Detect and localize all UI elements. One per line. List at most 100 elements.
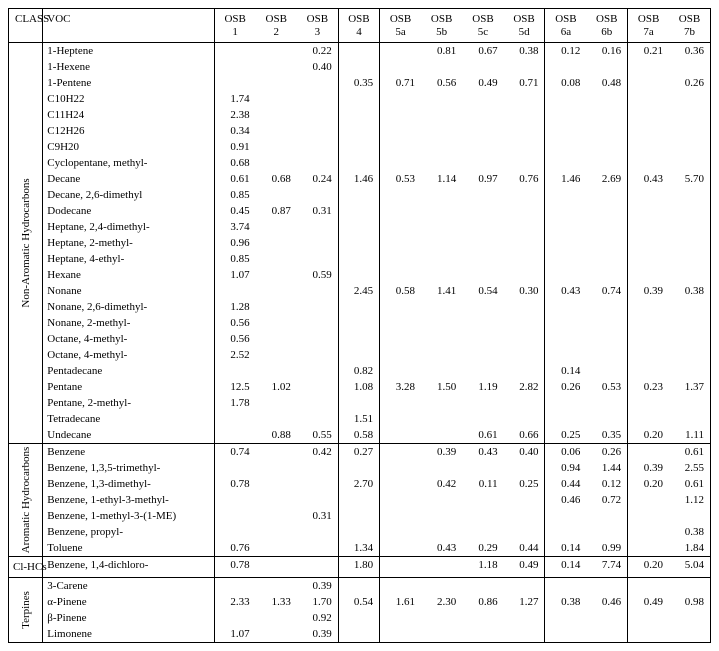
value-cell [380, 59, 421, 75]
value-cell [256, 251, 297, 267]
value-cell: 1.46 [545, 171, 586, 187]
value-cell: 2.52 [214, 347, 255, 363]
value-cell [545, 411, 586, 427]
value-cell [338, 331, 379, 347]
class-label: Terpines [20, 591, 32, 629]
value-cell [380, 508, 421, 524]
value-cell [297, 155, 338, 171]
value-cell [504, 411, 545, 427]
value-cell: 0.42 [297, 444, 338, 461]
value-cell [256, 107, 297, 123]
value-cell [504, 347, 545, 363]
value-cell: 1.44 [586, 460, 627, 476]
value-cell [297, 139, 338, 155]
value-cell [462, 155, 503, 171]
value-cell [338, 219, 379, 235]
value-cell [462, 91, 503, 107]
voc-name: Pentane, 2-methyl- [43, 395, 214, 411]
value-cell [421, 395, 462, 411]
value-cell [256, 508, 297, 524]
value-cell [628, 251, 669, 267]
value-cell [669, 411, 710, 427]
value-cell: 1.28 [214, 299, 255, 315]
class-cell: Terpines [9, 578, 43, 643]
value-cell [545, 187, 586, 203]
value-cell [338, 610, 379, 626]
value-cell [421, 557, 462, 578]
value-cell: 2.38 [214, 107, 255, 123]
value-cell [586, 187, 627, 203]
value-cell [421, 508, 462, 524]
value-cell: 1.02 [256, 379, 297, 395]
voc-name: 1-Heptene [43, 43, 214, 60]
value-cell [380, 203, 421, 219]
value-cell [669, 91, 710, 107]
value-cell [545, 315, 586, 331]
value-cell [586, 315, 627, 331]
value-cell [462, 331, 503, 347]
value-cell [462, 395, 503, 411]
value-cell [421, 187, 462, 203]
value-cell: 0.97 [462, 171, 503, 187]
value-cell [297, 235, 338, 251]
value-cell: 5.04 [669, 557, 710, 578]
value-cell [504, 508, 545, 524]
value-cell [338, 508, 379, 524]
value-cell [628, 155, 669, 171]
value-cell: 0.78 [214, 557, 255, 578]
value-cell: 0.25 [504, 476, 545, 492]
value-cell: 0.38 [504, 43, 545, 60]
value-cell: 3.74 [214, 219, 255, 235]
value-cell [669, 363, 710, 379]
value-cell: 1.08 [338, 379, 379, 395]
value-cell [256, 492, 297, 508]
value-cell [256, 476, 297, 492]
value-cell: 0.06 [545, 444, 586, 461]
value-cell [504, 139, 545, 155]
voc-name: Benzene, 1-ethyl-3-methyl- [43, 492, 214, 508]
value-cell [545, 203, 586, 219]
header-osb: OSB1 [214, 9, 255, 43]
voc-name: C12H26 [43, 123, 214, 139]
value-cell [586, 219, 627, 235]
value-cell [628, 540, 669, 557]
value-cell [297, 299, 338, 315]
value-cell: 0.42 [421, 476, 462, 492]
value-cell [669, 107, 710, 123]
voc-name: Nonane [43, 283, 214, 299]
value-cell [338, 267, 379, 283]
value-cell [669, 626, 710, 643]
value-cell [338, 315, 379, 331]
value-cell [545, 508, 586, 524]
value-cell [380, 411, 421, 427]
value-cell [338, 187, 379, 203]
header-osb: OSB5b [421, 9, 462, 43]
value-cell [586, 299, 627, 315]
value-cell [545, 347, 586, 363]
value-cell [669, 395, 710, 411]
value-cell: 0.53 [586, 379, 627, 395]
value-cell [462, 203, 503, 219]
value-cell: 0.68 [214, 155, 255, 171]
voc-name: Tetradecane [43, 411, 214, 427]
value-cell: 0.39 [421, 444, 462, 461]
value-cell: 0.31 [297, 203, 338, 219]
value-cell: 0.49 [628, 594, 669, 610]
value-cell: 0.35 [338, 75, 379, 91]
voc-name: Benzene, propyl- [43, 524, 214, 540]
value-cell: 0.30 [504, 283, 545, 299]
value-cell [504, 299, 545, 315]
value-cell [628, 187, 669, 203]
value-cell [256, 395, 297, 411]
value-cell [421, 267, 462, 283]
value-cell [504, 203, 545, 219]
value-cell: 12.5 [214, 379, 255, 395]
voc-name: C9H20 [43, 139, 214, 155]
value-cell: 0.34 [214, 123, 255, 139]
value-cell: 2.33 [214, 594, 255, 610]
value-cell [462, 219, 503, 235]
value-cell [256, 219, 297, 235]
value-cell: 0.58 [338, 427, 379, 444]
value-cell [462, 59, 503, 75]
value-cell [669, 347, 710, 363]
